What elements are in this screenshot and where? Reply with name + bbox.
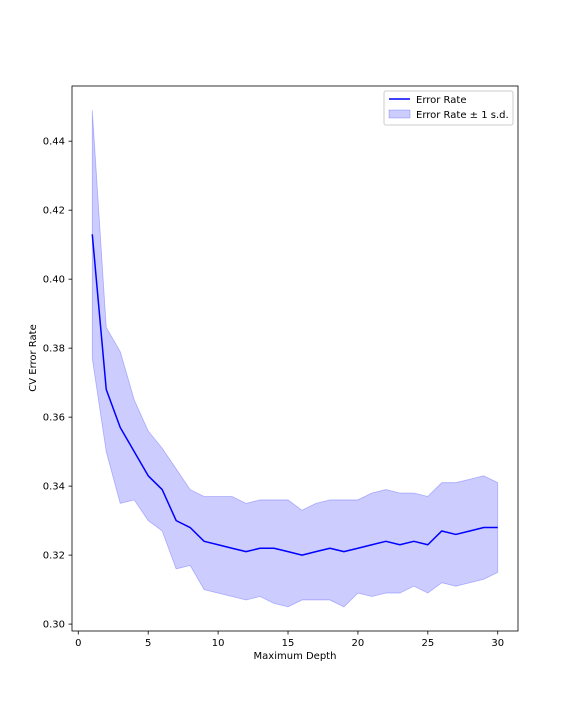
x-tick-label: 20 — [352, 638, 365, 649]
legend: Error Rate Error Rate ± 1 s.d. — [383, 90, 514, 126]
y-tick-label: 0.30 — [43, 620, 65, 631]
x-axis-label: Maximum Depth — [254, 651, 337, 662]
legend-box — [383, 90, 514, 126]
y-tick-label: 0.32 — [43, 551, 65, 562]
legend-label-error-band: Error Rate ± 1 s.d. — [416, 110, 509, 121]
y-tick-label: 0.38 — [43, 344, 65, 355]
y-tick-label: 0.42 — [43, 206, 65, 217]
axes-frame — [71, 85, 519, 632]
y-tick-label: 0.44 — [43, 137, 65, 148]
y-tick-label: 0.36 — [43, 413, 65, 424]
x-tick-label: 5 — [145, 638, 151, 649]
x-tick-label: 15 — [282, 638, 295, 649]
y-axis-label: CV Error Rate — [28, 324, 39, 392]
legend-label-error-rate: Error Rate — [416, 95, 466, 106]
error-rate-line — [91, 234, 498, 556]
x-tick-label: 0 — [75, 638, 81, 649]
axis-ticks: 0 5 10 15 20 25 30 0.30 0.32 0.34 0.36 0.38 0.40 0.42… — [43, 85, 519, 649]
error-band-area — [91, 110, 499, 608]
y-tick-label: 0.40 — [43, 275, 65, 286]
x-tick-label: 10 — [212, 638, 225, 649]
plot-area — [91, 110, 499, 608]
legend-band-swatch — [388, 109, 411, 119]
x-tick-label: 25 — [421, 638, 434, 649]
y-tick-label: 0.34 — [43, 482, 65, 493]
x-tick-label: 30 — [491, 638, 504, 649]
